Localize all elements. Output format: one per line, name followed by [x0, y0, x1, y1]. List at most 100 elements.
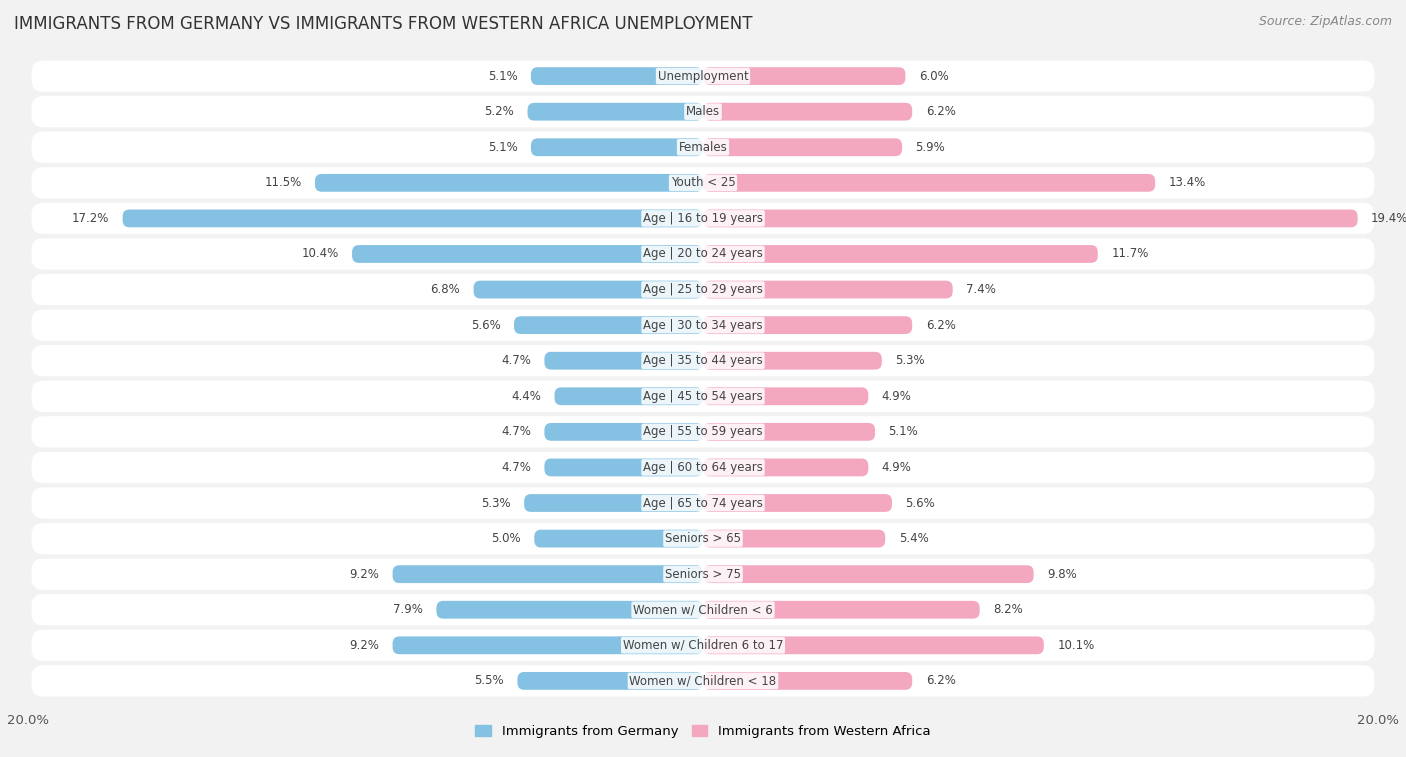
- FancyBboxPatch shape: [31, 594, 1375, 625]
- FancyBboxPatch shape: [31, 274, 1375, 305]
- FancyBboxPatch shape: [392, 565, 703, 583]
- Text: 4.7%: 4.7%: [501, 354, 531, 367]
- FancyBboxPatch shape: [703, 316, 912, 334]
- FancyBboxPatch shape: [703, 67, 905, 85]
- FancyBboxPatch shape: [703, 388, 869, 405]
- Text: Age | 60 to 64 years: Age | 60 to 64 years: [643, 461, 763, 474]
- Text: 5.9%: 5.9%: [915, 141, 945, 154]
- Text: Source: ZipAtlas.com: Source: ZipAtlas.com: [1258, 15, 1392, 28]
- Text: 9.2%: 9.2%: [349, 639, 380, 652]
- FancyBboxPatch shape: [531, 139, 703, 156]
- Text: 4.7%: 4.7%: [501, 461, 531, 474]
- FancyBboxPatch shape: [31, 238, 1375, 269]
- Text: Women w/ Children < 6: Women w/ Children < 6: [633, 603, 773, 616]
- Text: 5.2%: 5.2%: [484, 105, 515, 118]
- Text: 6.8%: 6.8%: [430, 283, 460, 296]
- FancyBboxPatch shape: [703, 245, 1098, 263]
- FancyBboxPatch shape: [544, 423, 703, 441]
- Text: 10.1%: 10.1%: [1057, 639, 1094, 652]
- FancyBboxPatch shape: [554, 388, 703, 405]
- Text: 5.1%: 5.1%: [488, 141, 517, 154]
- FancyBboxPatch shape: [703, 565, 1033, 583]
- Text: 4.9%: 4.9%: [882, 461, 911, 474]
- Text: Males: Males: [686, 105, 720, 118]
- FancyBboxPatch shape: [703, 352, 882, 369]
- FancyBboxPatch shape: [31, 167, 1375, 198]
- FancyBboxPatch shape: [474, 281, 703, 298]
- FancyBboxPatch shape: [515, 316, 703, 334]
- Text: 13.4%: 13.4%: [1168, 176, 1206, 189]
- Text: 9.8%: 9.8%: [1047, 568, 1077, 581]
- FancyBboxPatch shape: [31, 203, 1375, 234]
- FancyBboxPatch shape: [531, 67, 703, 85]
- Text: 8.2%: 8.2%: [993, 603, 1024, 616]
- Text: 11.7%: 11.7%: [1111, 248, 1149, 260]
- FancyBboxPatch shape: [703, 174, 1156, 192]
- Text: Age | 16 to 19 years: Age | 16 to 19 years: [643, 212, 763, 225]
- Text: Unemployment: Unemployment: [658, 70, 748, 83]
- Text: 11.5%: 11.5%: [264, 176, 301, 189]
- FancyBboxPatch shape: [31, 488, 1375, 519]
- Legend: Immigrants from Germany, Immigrants from Western Africa: Immigrants from Germany, Immigrants from…: [470, 719, 936, 743]
- FancyBboxPatch shape: [517, 672, 703, 690]
- Text: Age | 25 to 29 years: Age | 25 to 29 years: [643, 283, 763, 296]
- Text: 17.2%: 17.2%: [72, 212, 110, 225]
- FancyBboxPatch shape: [392, 637, 703, 654]
- FancyBboxPatch shape: [31, 630, 1375, 661]
- FancyBboxPatch shape: [703, 281, 953, 298]
- FancyBboxPatch shape: [31, 310, 1375, 341]
- Text: 6.2%: 6.2%: [925, 319, 956, 332]
- Text: Age | 35 to 44 years: Age | 35 to 44 years: [643, 354, 763, 367]
- Text: Seniors > 65: Seniors > 65: [665, 532, 741, 545]
- Text: IMMIGRANTS FROM GERMANY VS IMMIGRANTS FROM WESTERN AFRICA UNEMPLOYMENT: IMMIGRANTS FROM GERMANY VS IMMIGRANTS FR…: [14, 15, 752, 33]
- FancyBboxPatch shape: [703, 210, 1358, 227]
- FancyBboxPatch shape: [31, 96, 1375, 127]
- FancyBboxPatch shape: [703, 494, 891, 512]
- FancyBboxPatch shape: [31, 452, 1375, 483]
- Text: Age | 65 to 74 years: Age | 65 to 74 years: [643, 497, 763, 509]
- Text: 6.0%: 6.0%: [920, 70, 949, 83]
- Text: 5.1%: 5.1%: [488, 70, 517, 83]
- FancyBboxPatch shape: [31, 523, 1375, 554]
- FancyBboxPatch shape: [703, 423, 875, 441]
- FancyBboxPatch shape: [31, 416, 1375, 447]
- FancyBboxPatch shape: [31, 559, 1375, 590]
- Text: 6.2%: 6.2%: [925, 674, 956, 687]
- Text: 5.4%: 5.4%: [898, 532, 928, 545]
- FancyBboxPatch shape: [315, 174, 703, 192]
- Text: Women w/ Children < 18: Women w/ Children < 18: [630, 674, 776, 687]
- Text: 4.9%: 4.9%: [882, 390, 911, 403]
- FancyBboxPatch shape: [31, 665, 1375, 696]
- Text: Age | 20 to 24 years: Age | 20 to 24 years: [643, 248, 763, 260]
- FancyBboxPatch shape: [703, 459, 869, 476]
- Text: Seniors > 75: Seniors > 75: [665, 568, 741, 581]
- Text: 5.3%: 5.3%: [896, 354, 925, 367]
- Text: 6.2%: 6.2%: [925, 105, 956, 118]
- FancyBboxPatch shape: [352, 245, 703, 263]
- Text: 5.1%: 5.1%: [889, 425, 918, 438]
- Text: 5.0%: 5.0%: [491, 532, 520, 545]
- Text: 19.4%: 19.4%: [1371, 212, 1406, 225]
- Text: Age | 45 to 54 years: Age | 45 to 54 years: [643, 390, 763, 403]
- FancyBboxPatch shape: [703, 139, 903, 156]
- Text: 10.4%: 10.4%: [301, 248, 339, 260]
- Text: 9.2%: 9.2%: [349, 568, 380, 581]
- Text: Women w/ Children 6 to 17: Women w/ Children 6 to 17: [623, 639, 783, 652]
- FancyBboxPatch shape: [31, 61, 1375, 92]
- FancyBboxPatch shape: [703, 637, 1043, 654]
- FancyBboxPatch shape: [527, 103, 703, 120]
- Text: Youth < 25: Youth < 25: [671, 176, 735, 189]
- Text: 7.4%: 7.4%: [966, 283, 995, 296]
- FancyBboxPatch shape: [436, 601, 703, 618]
- FancyBboxPatch shape: [31, 132, 1375, 163]
- Text: 4.7%: 4.7%: [501, 425, 531, 438]
- FancyBboxPatch shape: [703, 530, 886, 547]
- FancyBboxPatch shape: [524, 494, 703, 512]
- FancyBboxPatch shape: [703, 601, 980, 618]
- Text: 5.5%: 5.5%: [474, 674, 503, 687]
- Text: 4.4%: 4.4%: [512, 390, 541, 403]
- FancyBboxPatch shape: [31, 381, 1375, 412]
- Text: 5.6%: 5.6%: [905, 497, 935, 509]
- FancyBboxPatch shape: [122, 210, 703, 227]
- FancyBboxPatch shape: [544, 352, 703, 369]
